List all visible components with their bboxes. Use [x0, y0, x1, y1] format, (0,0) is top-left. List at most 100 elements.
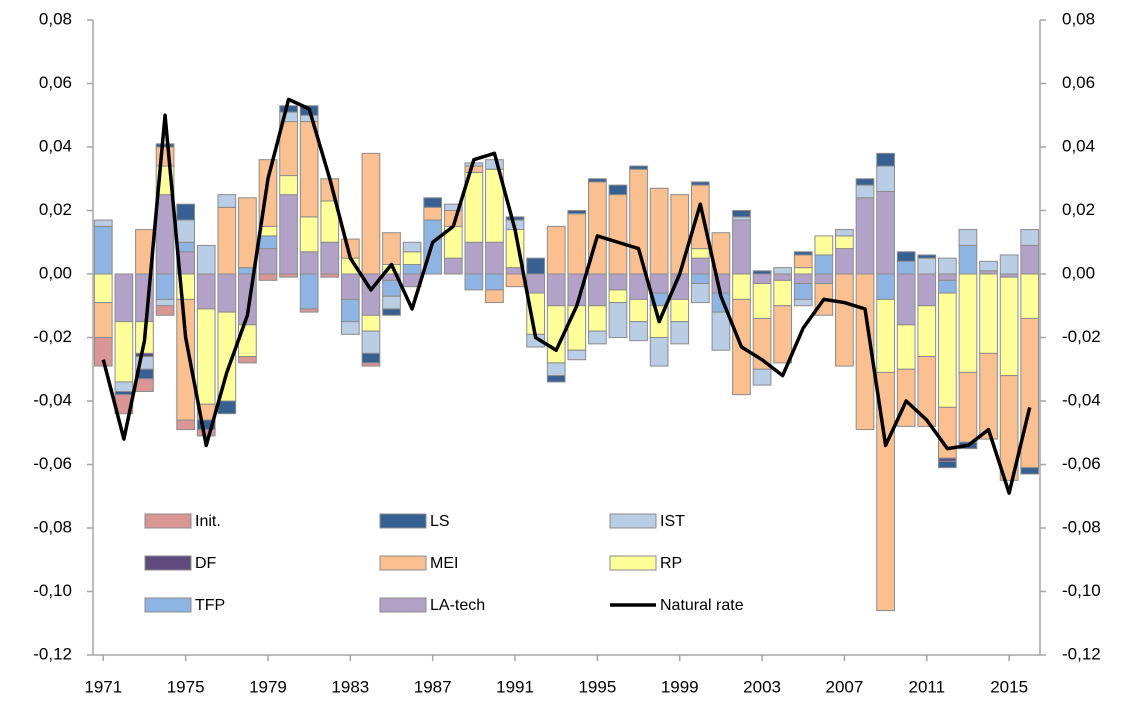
bar-segment — [814, 235, 834, 256]
bar-segment — [917, 257, 937, 275]
bar-segment — [464, 273, 484, 291]
bar-segment — [93, 225, 113, 275]
bar-segment — [382, 232, 401, 265]
bar-segment — [114, 273, 134, 323]
y-tick-label: -0,08 — [33, 517, 72, 536]
bar-segment — [196, 429, 216, 437]
bar-segment — [958, 229, 978, 246]
bar-segment — [876, 152, 895, 167]
legend-label: Init. — [195, 513, 221, 530]
bar-segment — [320, 241, 340, 275]
bar-segment — [238, 197, 257, 269]
bar-segment — [814, 273, 834, 285]
bar-segment — [773, 273, 793, 281]
bar-segment — [402, 251, 422, 265]
bar-segment — [999, 254, 1019, 275]
bar-segment — [896, 260, 916, 275]
bar-segment — [155, 194, 175, 275]
bar-segment — [402, 263, 422, 275]
bar-segment — [752, 368, 772, 386]
bar-segment — [938, 257, 957, 275]
bar-segment — [567, 213, 587, 275]
bar-segment — [958, 244, 978, 275]
y2-tick-label: 0,02 — [1062, 200, 1095, 219]
x-tick-label: 2007 — [826, 677, 864, 696]
bar-segment — [752, 270, 772, 275]
legend-swatch — [144, 513, 192, 529]
bar-segment — [979, 352, 998, 440]
bar-segment — [279, 273, 298, 278]
bar-segment — [690, 283, 710, 304]
y2-tick-label: -0,08 — [1062, 517, 1101, 536]
bar-segment — [155, 298, 175, 307]
bar-segment — [155, 305, 175, 316]
y-tick-label: 0,02 — [39, 200, 72, 219]
bar-segment — [567, 305, 587, 351]
y-tick-label: -0,12 — [33, 644, 72, 663]
bar-segment — [732, 273, 751, 300]
bar-segment — [814, 254, 834, 275]
bar-segment — [155, 143, 175, 148]
bar-segment — [608, 289, 628, 304]
y2-tick-label: 0,06 — [1062, 73, 1095, 92]
bar-segment — [855, 197, 875, 275]
y-tick-label: 0,00 — [39, 263, 72, 282]
bar-segment — [299, 308, 319, 313]
bar-segment — [361, 330, 381, 354]
bar-segment — [382, 295, 401, 310]
legend-swatch — [379, 513, 427, 529]
bar-segment — [505, 216, 525, 221]
bar-segment — [485, 289, 504, 304]
line — [101, 97, 1032, 495]
bar-segment — [1020, 467, 1040, 475]
bar-segment — [896, 251, 916, 262]
legend-label: LA-tech — [430, 597, 485, 614]
bar-segment — [979, 273, 998, 354]
bar-segment — [340, 273, 360, 300]
bar-segment — [196, 273, 216, 310]
bar-segment — [876, 273, 895, 300]
bar-segment — [155, 273, 175, 300]
bar-segment — [855, 178, 875, 186]
bar-segment — [176, 419, 195, 431]
bar-segment — [361, 314, 381, 332]
bar-segment — [114, 321, 134, 383]
bar-segment — [361, 152, 381, 275]
bar-segment — [793, 273, 813, 285]
bar-segment — [608, 194, 628, 275]
bar-segment — [835, 248, 854, 275]
bar-segment — [546, 375, 566, 383]
x-tick-label: 2011 — [908, 677, 945, 696]
bar-segment — [238, 356, 257, 364]
legend-label: Natural rate — [660, 597, 744, 614]
bar-segment — [402, 241, 422, 253]
legend-swatch — [609, 513, 657, 529]
legend-swatch — [379, 597, 427, 613]
legend-label: MEI — [430, 555, 458, 572]
bar-segment — [588, 273, 607, 307]
bar-segment — [917, 254, 937, 259]
bar-segment — [320, 273, 340, 278]
bar-segment — [835, 273, 854, 367]
bar-segment — [279, 175, 298, 196]
bar-segment — [485, 159, 504, 170]
bar-segment — [938, 292, 957, 408]
y2-tick-label: -0,12 — [1062, 644, 1101, 663]
bar-segment — [711, 311, 731, 351]
bar-segment — [526, 273, 545, 294]
bar-segment — [588, 305, 607, 332]
bar-segment — [608, 273, 628, 291]
bar-segment — [567, 210, 587, 215]
bar-segment — [176, 219, 195, 243]
bar-segment — [588, 330, 607, 345]
bar-segment — [93, 273, 113, 304]
bar-segment — [938, 460, 957, 469]
bar-segment — [979, 260, 998, 272]
x-tick-label: 2003 — [743, 677, 781, 696]
bar-segment — [217, 194, 237, 208]
x-tick-label: 1975 — [167, 677, 205, 696]
bar-segment — [176, 203, 195, 221]
bar-segment — [361, 352, 381, 364]
bar-segment — [938, 406, 957, 459]
bar-segment — [958, 371, 978, 443]
